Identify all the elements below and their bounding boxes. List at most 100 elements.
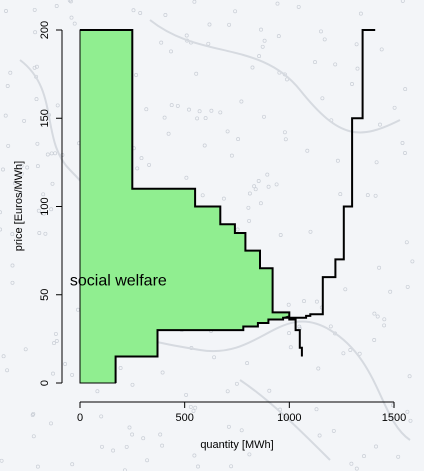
map-dot xyxy=(256,179,261,183)
map-dot xyxy=(258,201,263,206)
map-dot xyxy=(286,302,291,307)
x-axis-title: quantity [MWh] xyxy=(200,439,273,451)
map-dot xyxy=(1,354,6,359)
map-dot xyxy=(50,181,55,186)
map-dot xyxy=(400,0,405,3)
map-dot xyxy=(221,196,226,201)
map-dot xyxy=(379,47,384,52)
map-dot xyxy=(0,227,3,232)
map-dot xyxy=(35,164,40,169)
map-dot xyxy=(51,371,55,376)
map-dot xyxy=(374,160,379,165)
map-dot xyxy=(34,64,39,69)
map-dot xyxy=(34,97,39,102)
map-dot xyxy=(388,289,393,294)
map-dot xyxy=(229,153,234,158)
map-dot xyxy=(308,229,313,234)
map-dot xyxy=(6,143,11,148)
map-dot xyxy=(259,27,263,32)
map-dot xyxy=(10,232,15,237)
map-dot xyxy=(5,368,10,373)
map-dot xyxy=(407,374,412,379)
map-dot xyxy=(144,107,149,112)
y-axis-title: price [Euros/MWh] xyxy=(13,161,25,251)
map-dot xyxy=(354,42,359,47)
map-dot xyxy=(274,182,279,187)
map-dot xyxy=(239,99,244,104)
map-dot xyxy=(358,11,363,16)
map-dot xyxy=(99,414,104,419)
map-dot xyxy=(53,331,58,336)
map-dot xyxy=(322,37,327,42)
map-dot xyxy=(54,339,59,343)
map-dot xyxy=(158,432,163,437)
map-dot xyxy=(134,73,139,77)
map-dot xyxy=(147,162,152,167)
map-dot xyxy=(236,137,241,142)
map-dot xyxy=(296,4,301,9)
map-dot xyxy=(349,461,354,466)
map-dot xyxy=(3,113,8,118)
map-dot xyxy=(357,351,362,356)
map-dot xyxy=(160,443,165,448)
map-dot xyxy=(41,211,46,216)
y-tick-label: 100 xyxy=(39,197,51,215)
map-dot xyxy=(335,158,340,163)
map-dot xyxy=(203,116,208,121)
map-dot xyxy=(49,421,53,426)
map-dot xyxy=(63,362,68,366)
map-dot xyxy=(5,84,10,88)
map-dot xyxy=(19,163,24,168)
demand-curve xyxy=(80,29,303,357)
map-dot xyxy=(207,22,212,27)
map-dot xyxy=(54,4,59,8)
map-dot xyxy=(159,40,164,45)
map-dot xyxy=(262,114,266,119)
map-dot xyxy=(262,38,267,43)
map-dot xyxy=(192,0,197,4)
map-dot xyxy=(252,184,257,189)
map-dot xyxy=(362,454,366,459)
map-dot xyxy=(130,432,135,437)
y-tick-label: 150 xyxy=(39,109,51,127)
map-dot xyxy=(68,0,73,4)
map-dot xyxy=(138,11,143,15)
map-dot xyxy=(320,96,325,101)
map-dot xyxy=(225,389,230,394)
map-dot xyxy=(162,115,167,120)
map-dot xyxy=(265,172,270,177)
x-tick-label: 0 xyxy=(77,412,83,424)
map-dot xyxy=(253,187,258,192)
map-dot xyxy=(22,118,27,123)
map-dot xyxy=(31,434,36,439)
map-dot xyxy=(1,167,5,172)
map-dot xyxy=(25,165,30,170)
map-dot xyxy=(233,9,238,14)
map-dot xyxy=(316,366,321,371)
map-dot xyxy=(302,299,306,304)
map-dot xyxy=(403,151,407,155)
map-dot xyxy=(124,444,129,449)
map-dot xyxy=(200,193,205,198)
map-dot xyxy=(257,54,262,59)
map-dot xyxy=(192,453,197,458)
map-dot xyxy=(403,87,408,92)
map-dot xyxy=(287,331,291,336)
map-dot xyxy=(372,311,377,316)
map-dot xyxy=(410,259,415,264)
map-dot xyxy=(55,103,60,108)
map-dot xyxy=(288,345,293,350)
map-dot xyxy=(184,175,189,180)
map-dot xyxy=(118,366,123,370)
map-dot xyxy=(229,464,234,469)
map-dot xyxy=(130,382,135,387)
x-axis: 0 500 1000 1500 xyxy=(77,401,406,424)
map-dot xyxy=(19,171,24,176)
map-dot xyxy=(314,407,319,412)
map-dot xyxy=(245,361,250,366)
map-dot xyxy=(184,33,189,38)
map-dot xyxy=(408,418,413,423)
map-dot xyxy=(43,231,48,236)
